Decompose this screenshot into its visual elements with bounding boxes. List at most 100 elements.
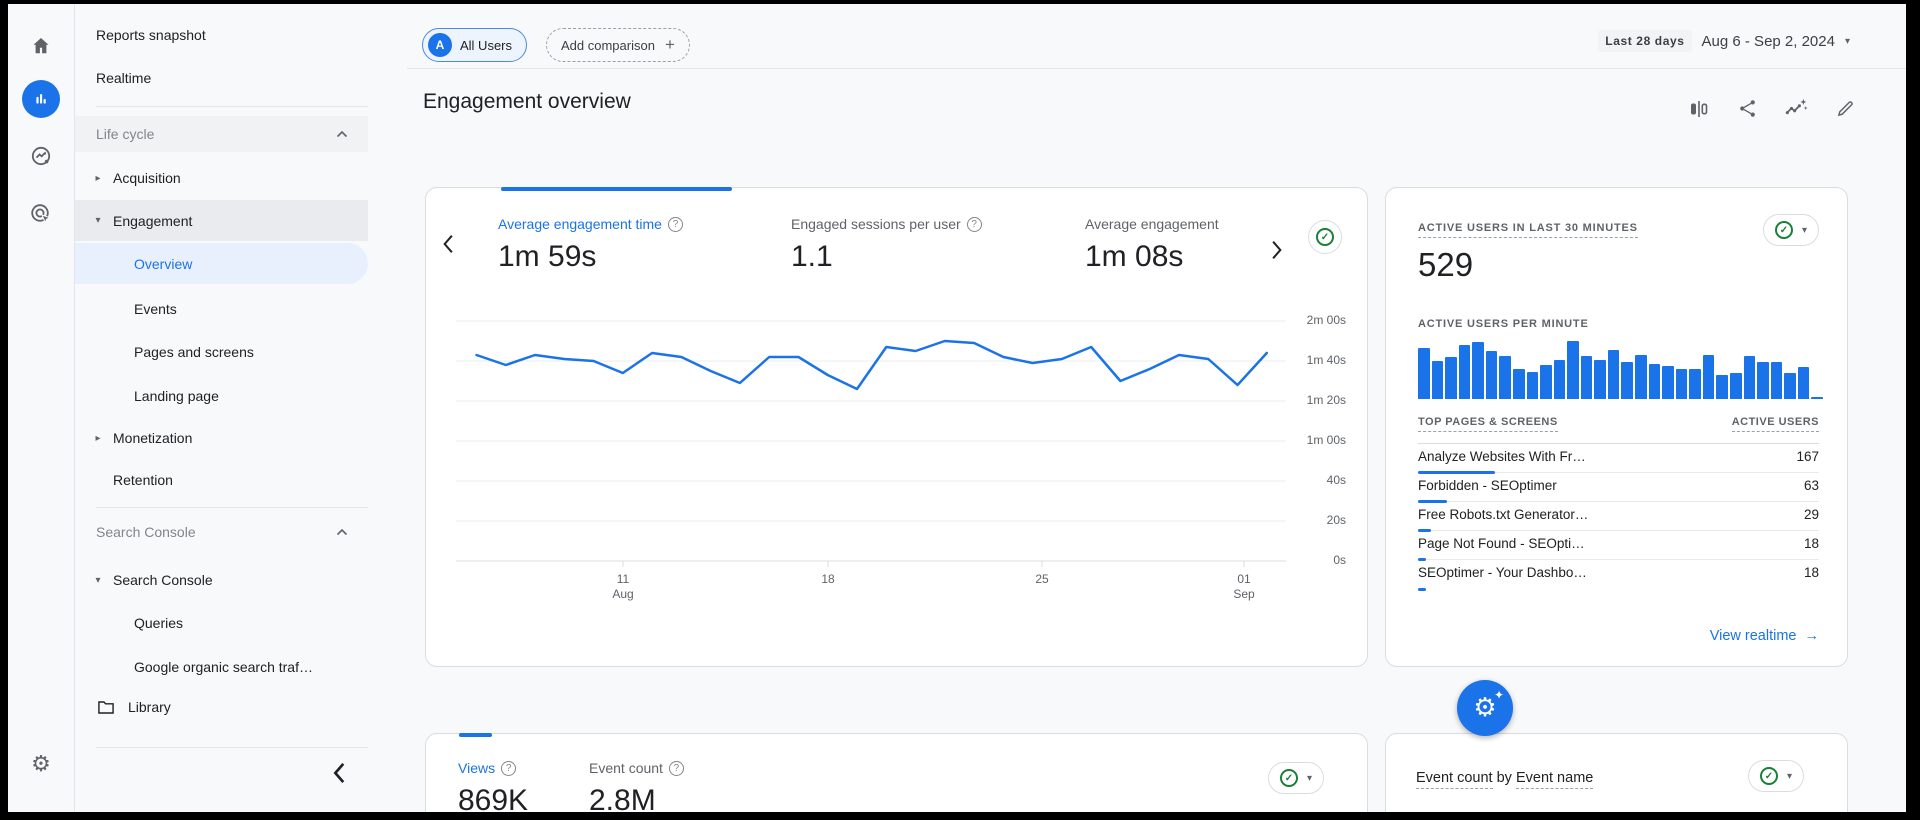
- page-row-bar: [1418, 587, 1427, 591]
- chevron-up-icon: [336, 130, 348, 138]
- page-row-bar: [1418, 499, 1447, 503]
- sidebar-item-monetization[interactable]: ▸ Monetization: [75, 420, 368, 456]
- active-users-minute-bar: [1675, 369, 1688, 399]
- top-pages-column-header[interactable]: TOP PAGES & SCREENS: [1418, 416, 1558, 432]
- caret-down-icon: ▾: [1307, 772, 1313, 784]
- table-row[interactable]: SEOptimer - Your Dashbo… 18: [1418, 560, 1819, 591]
- view-realtime-label: View realtime: [1709, 628, 1797, 644]
- carousel-left-chevron[interactable]: [442, 234, 454, 259]
- nav-divider: [96, 507, 368, 508]
- active-users-minute-bar: [1743, 356, 1756, 399]
- page-name: Analyze Websites With Fr…: [1418, 449, 1586, 464]
- events-quality-dropdown[interactable]: ✓ ▾: [1748, 760, 1805, 792]
- sidebar-item-queries[interactable]: Queries: [134, 615, 184, 631]
- realtime-quality-dropdown[interactable]: ✓ ▾: [1762, 214, 1819, 246]
- help-icon[interactable]: ?: [501, 760, 517, 776]
- expand-arrow-icon[interactable]: ▸: [95, 432, 101, 444]
- sidebar-section-life-cycle[interactable]: Life cycle: [75, 116, 368, 152]
- comparison-icon[interactable]: [1687, 97, 1711, 126]
- metric-tab-engaged-sessions-per-user[interactable]: Engaged sessions per user? 1.1: [791, 216, 982, 274]
- admin-gear-icon[interactable]: ⚙: [31, 752, 51, 777]
- metric-value: 2.8M: [589, 784, 656, 812]
- page-active-users: 18: [1803, 565, 1819, 580]
- insights-icon[interactable]: [1784, 96, 1809, 126]
- collapse-arrow-icon[interactable]: ▾: [95, 574, 101, 586]
- help-icon[interactable]: ?: [966, 216, 982, 232]
- active-users-minute-bar: [1431, 361, 1444, 399]
- expand-arrow-icon[interactable]: ▸: [95, 172, 101, 184]
- reports-icon-active[interactable]: [8, 80, 74, 118]
- home-icon[interactable]: [8, 34, 74, 58]
- rail-divider: [74, 4, 75, 812]
- title-connector: by: [1492, 770, 1516, 786]
- left-icon-rail: ⚙: [8, 4, 74, 812]
- active-users-minute-bar: [1621, 361, 1633, 399]
- y-axis-tick-label: 1m 20s: [1306, 393, 1346, 407]
- caret-down-icon: ▾: [1787, 770, 1793, 782]
- sidebar-item-pages-and-screens[interactable]: Pages and screens: [134, 344, 254, 360]
- advertising-icon[interactable]: [8, 144, 74, 168]
- active-users-minute-bar: [1540, 364, 1552, 399]
- metric-label: Views: [458, 760, 496, 776]
- insights-fab-button[interactable]: ⚙ ✦: [1457, 680, 1513, 736]
- sidebar-item-google-organic-search[interactable]: Google organic search traf…: [134, 659, 313, 675]
- page-row-bar: [1418, 528, 1432, 532]
- sidebar-item-events[interactable]: Events: [134, 301, 177, 317]
- reports-active-circle: [22, 80, 60, 118]
- sidebar-item-search-console[interactable]: ▾ Search Console: [75, 562, 368, 598]
- plus-icon: +: [664, 35, 675, 54]
- active-users-count: 529: [1418, 246, 1474, 283]
- table-row[interactable]: Analyze Websites With Fr… 167: [1418, 444, 1819, 474]
- active-metric-tab-indicator: [459, 733, 492, 737]
- collapse-arrow-icon[interactable]: ▾: [95, 215, 101, 226]
- nav-divider: [96, 747, 368, 748]
- add-comparison-chip[interactable]: Add comparison +: [546, 28, 690, 62]
- page-name: Page Not Found - SEOpti…: [1418, 536, 1585, 551]
- sparkle-icon: ✦: [1493, 688, 1504, 702]
- report-navigation: Reports snapshot Realtime Life cycle ▸ Ac…: [75, 4, 368, 812]
- event-name-term[interactable]: Event name: [1515, 770, 1594, 789]
- sidebar-item-library[interactable]: Library: [75, 689, 368, 725]
- metric-tab-average-engagement[interactable]: Average engagement 1m 08s: [1085, 216, 1219, 274]
- active-users-minute-bar: [1594, 359, 1606, 399]
- sidebar-item-landing-page[interactable]: Landing page: [134, 388, 219, 404]
- page-active-users: 63: [1803, 478, 1819, 493]
- check-circle-icon: ✓: [1760, 767, 1778, 785]
- active-users-minute-bar: [1689, 369, 1701, 399]
- collapse-nav-button[interactable]: [332, 762, 346, 787]
- views-quality-dropdown[interactable]: ✓ ▾: [1268, 762, 1325, 794]
- metric-tab-avg-engagement-time[interactable]: Average engagement time? 1m 59s: [498, 216, 683, 274]
- all-users-segment-chip[interactable]: A All Users: [422, 28, 528, 62]
- event-count-term[interactable]: Event count: [1416, 770, 1493, 789]
- carousel-right-chevron[interactable]: [1271, 240, 1283, 265]
- metric-tab-views[interactable]: Views? 869K: [458, 760, 528, 812]
- chevron-left-icon: [333, 762, 345, 784]
- sidebar-item-realtime[interactable]: Realtime: [96, 70, 152, 86]
- sidebar-item-retention[interactable]: Retention: [113, 472, 173, 488]
- view-realtime-link[interactable]: View realtime →: [1710, 628, 1819, 644]
- active-users-minute-bar: [1770, 362, 1783, 399]
- y-axis-tick-label: 1m 00s: [1306, 433, 1346, 447]
- edit-icon[interactable]: [1835, 98, 1856, 124]
- active-users-column-header[interactable]: ACTIVE USERS: [1731, 416, 1819, 432]
- table-row[interactable]: Page Not Found - SEOpti… 18: [1418, 531, 1819, 561]
- explore-icon[interactable]: [8, 202, 74, 226]
- sidebar-item-overview-active[interactable]: Overview: [75, 243, 368, 284]
- data-quality-check-button[interactable]: ✓: [1308, 220, 1342, 254]
- sidebar-section-search-console[interactable]: Search Console: [75, 514, 368, 550]
- sidebar-item-reports-snapshot[interactable]: Reports snapshot: [96, 27, 206, 43]
- table-row[interactable]: Forbidden - SEOptimer 63: [1418, 473, 1819, 503]
- sidebar-item-engagement[interactable]: ▾ Engagement: [75, 200, 368, 241]
- active-users-30min-title: ACTIVE USERS IN LAST 30 MINUTES: [1418, 222, 1638, 238]
- metric-label: Average engagement time: [498, 216, 662, 232]
- date-range-picker[interactable]: Last 28 days Aug 6 - Sep 2, 2024 ▾: [1598, 30, 1850, 52]
- sidebar-item-acquisition[interactable]: ▸ Acquisition: [75, 160, 368, 196]
- metric-tab-event-count[interactable]: Event count? 2.8M: [589, 760, 684, 812]
- help-icon[interactable]: ?: [667, 216, 683, 232]
- table-row[interactable]: Free Robots.txt Generator… 29: [1418, 502, 1819, 532]
- page-name: Forbidden - SEOptimer: [1418, 478, 1557, 493]
- share-icon[interactable]: [1737, 98, 1758, 124]
- help-icon[interactable]: ?: [668, 760, 684, 776]
- active-users-minute-bar: [1811, 397, 1823, 399]
- date-range-badge: Last 28 days: [1598, 30, 1692, 52]
